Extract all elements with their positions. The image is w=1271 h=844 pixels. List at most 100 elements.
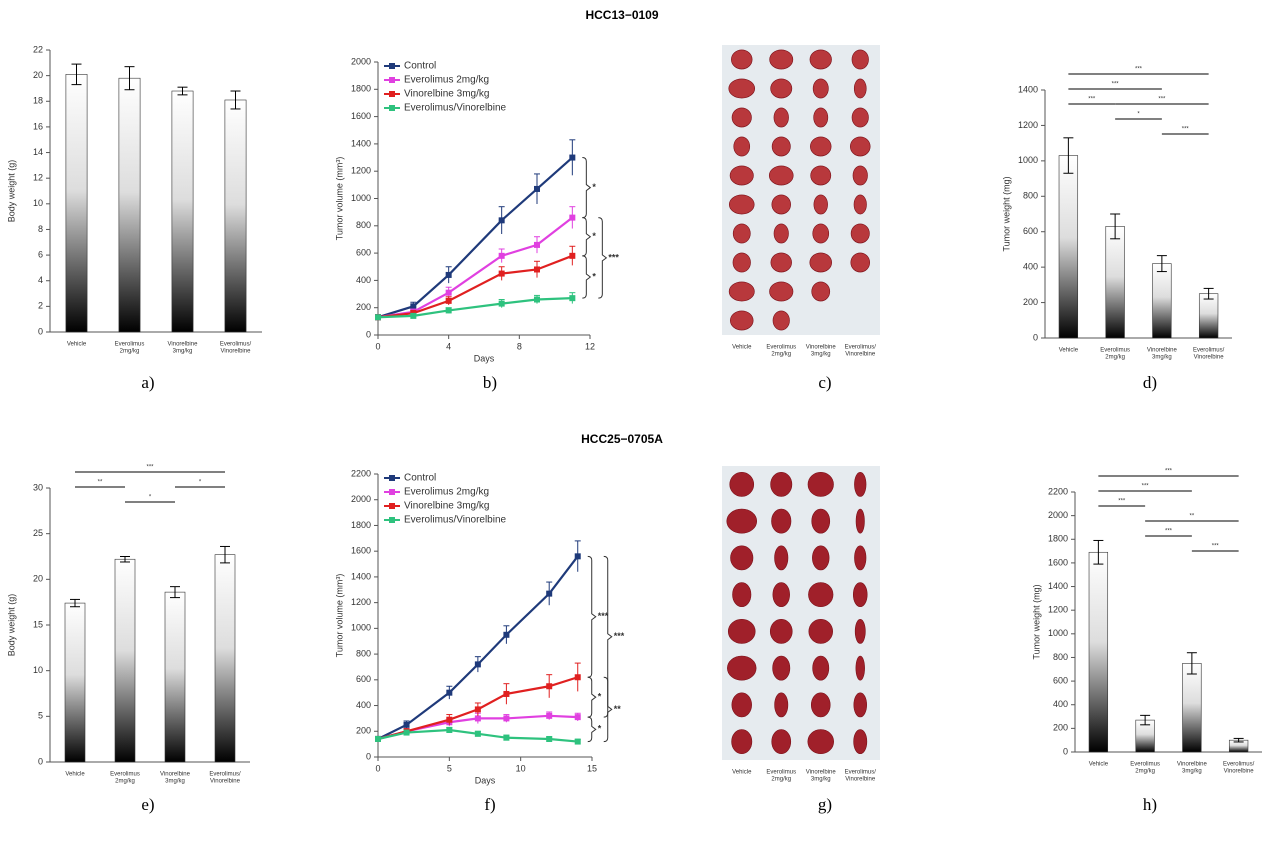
tumor	[810, 692, 831, 718]
legend-label: Vinorelbine 3mg/kg	[404, 89, 489, 100]
marker	[403, 721, 410, 728]
x-tick-label: 12	[585, 341, 595, 351]
y-tick-label: 1200	[351, 166, 371, 176]
marker	[474, 715, 481, 722]
y-tick-label: 1600	[1048, 557, 1068, 567]
marker	[474, 661, 481, 668]
panel-label: f)	[484, 795, 495, 814]
y-tick-label: 0	[38, 756, 43, 766]
section-title: HCC13−0109	[585, 8, 658, 22]
x-tick-label: Vinorelbine	[210, 779, 241, 785]
y-tick-label: 200	[1023, 297, 1038, 307]
significance-label: ***	[1088, 97, 1096, 103]
y-tick-label: 1600	[351, 111, 371, 121]
tumor	[731, 692, 752, 718]
marker	[375, 735, 381, 742]
marker	[445, 271, 452, 278]
tumor	[774, 545, 789, 571]
y-tick-label: 20	[33, 574, 43, 584]
marker	[375, 314, 381, 321]
tumor	[731, 49, 753, 70]
tumor	[768, 165, 794, 186]
legend-label: Control	[404, 473, 436, 484]
section-title: HCC25−0705A	[581, 432, 663, 446]
tumor	[733, 136, 751, 157]
x-tick-label: 3mg/kg	[173, 349, 193, 355]
tumor	[731, 107, 752, 128]
y-tick-label: 1000	[1048, 628, 1068, 638]
tumor	[855, 508, 865, 534]
tumor	[730, 545, 754, 571]
y-tick-label: 1000	[1018, 155, 1038, 165]
bar	[214, 554, 236, 763]
x-tick-label: Everolimus	[1100, 348, 1130, 354]
tumor	[854, 545, 867, 571]
legend-marker	[389, 91, 395, 97]
bar	[1058, 155, 1079, 339]
significance-label: *	[598, 724, 602, 734]
x-tick-label: Vehicle	[1089, 762, 1109, 768]
significance-brace	[603, 676, 613, 743]
marker	[546, 735, 553, 742]
y-tick-label: 1600	[351, 546, 371, 556]
significance-label: *	[598, 692, 602, 702]
y-tick-label: 10	[33, 198, 43, 208]
marker	[403, 729, 410, 736]
tumor	[732, 252, 751, 273]
series-line	[377, 156, 574, 319]
y-tick-label: 600	[356, 674, 371, 684]
legend-marker	[389, 475, 395, 481]
significance-label: **	[98, 480, 103, 486]
significance-label: ***	[1112, 82, 1120, 88]
series-line	[377, 254, 573, 319]
x-tick-label: Vehicle	[65, 772, 85, 778]
photo-category: 3mg/kg	[811, 777, 831, 783]
significance-label: *	[592, 271, 596, 281]
marker	[498, 217, 505, 224]
y-tick-label: 1000	[351, 193, 371, 203]
tumor	[811, 281, 831, 302]
tumor	[812, 545, 830, 571]
x-tick-label: Vinorelbine	[221, 349, 252, 355]
legend-marker	[389, 105, 395, 111]
tumor	[852, 165, 868, 186]
marker	[503, 734, 510, 741]
y-tick-label: 2000	[1048, 510, 1068, 520]
marker	[569, 214, 576, 221]
x-tick-label: 15	[587, 763, 597, 773]
tumor	[732, 582, 752, 608]
marker	[569, 154, 576, 161]
bar	[171, 90, 194, 333]
y-tick-label: 1400	[351, 138, 371, 148]
marker	[574, 738, 581, 745]
photo-category: Vinorelbine	[845, 777, 876, 783]
legend-marker	[389, 503, 395, 509]
tumor	[728, 194, 755, 215]
photo-category: Vinorelbine	[806, 770, 837, 776]
x-tick-label: Everolimus/	[1223, 762, 1255, 768]
tumor	[809, 252, 832, 273]
y-tick-label: 1000	[351, 623, 371, 633]
marker	[574, 674, 581, 681]
bar	[1182, 663, 1202, 753]
legend-label: Everolimus/Vinorelbine	[404, 515, 507, 526]
x-tick-label: Vehicle	[67, 342, 87, 348]
tumor	[854, 471, 867, 497]
tumor	[769, 281, 794, 302]
photo-category: Everolimus	[766, 770, 796, 776]
y-tick-label: 12	[33, 173, 43, 183]
panel-label: g)	[818, 795, 832, 814]
y-tick-label: 1400	[1048, 581, 1068, 591]
y-tick-label: 1200	[1018, 120, 1038, 130]
tumor	[770, 252, 792, 273]
y-tick-label: 5	[38, 711, 43, 721]
marker	[498, 270, 505, 277]
tumor	[771, 194, 791, 215]
significance-label: *	[1137, 112, 1140, 118]
x-tick-label: 0	[375, 341, 380, 351]
marker	[546, 712, 553, 719]
series-line	[377, 216, 574, 319]
series-line	[377, 297, 573, 319]
x-tick-label: 2mg/kg	[1135, 769, 1155, 775]
